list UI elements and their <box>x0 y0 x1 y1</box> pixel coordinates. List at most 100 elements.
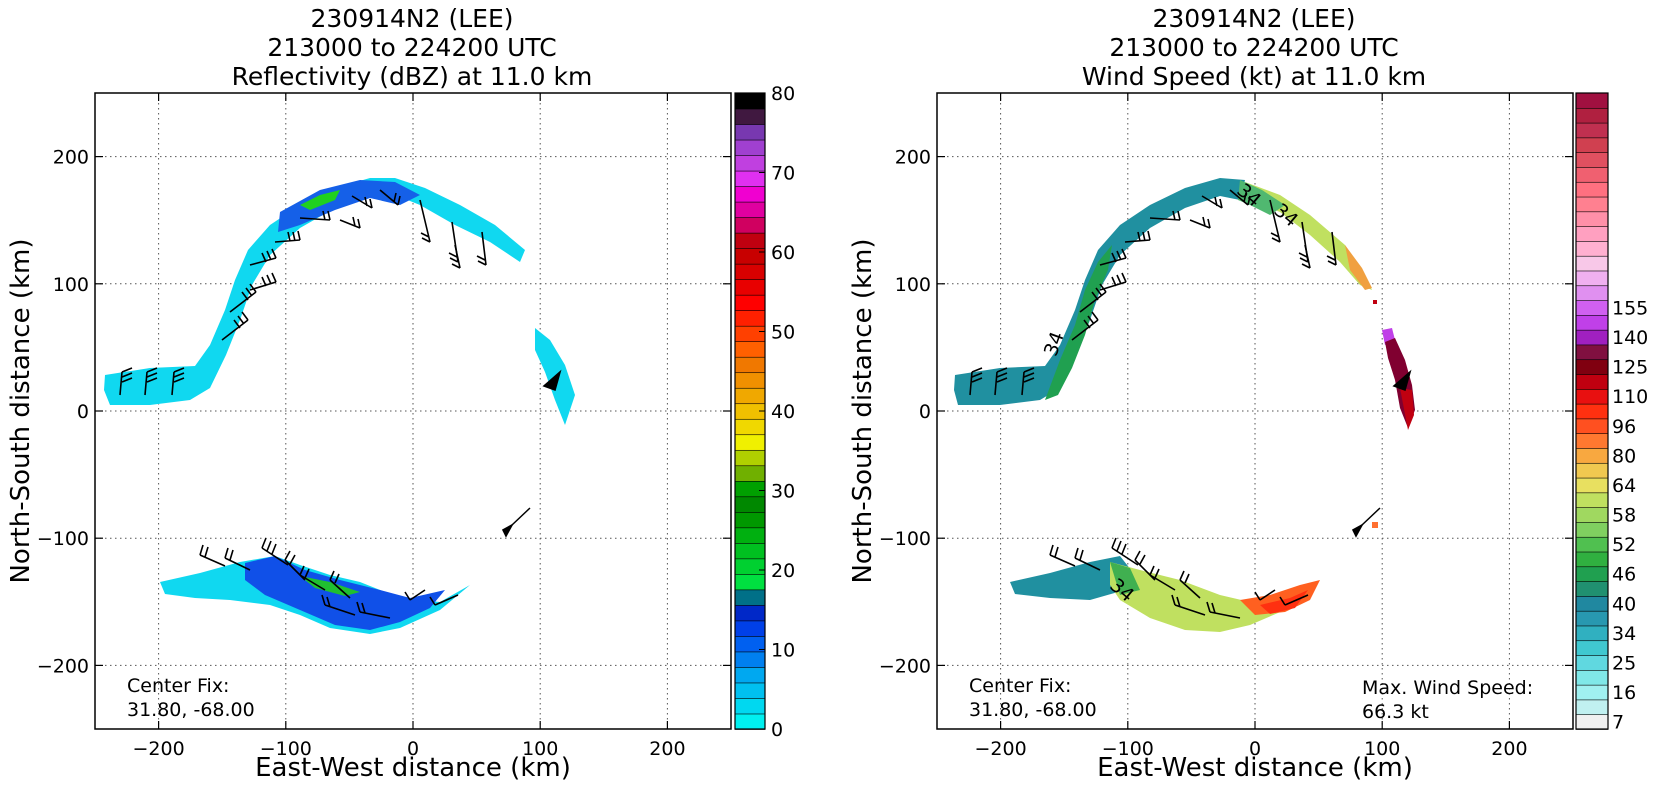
reflectivity-colorbar-swatch <box>734 464 766 482</box>
wind-speed-colorbar-tick-label: 64 <box>1612 475 1636 497</box>
wind-south-green <box>1110 562 1140 595</box>
wind-speed-colorbar-swatch <box>1575 196 1609 213</box>
wind-speed-wind-barbs <box>969 189 1412 619</box>
reflectivity-colorbar-tick-label: 10 <box>771 640 795 662</box>
reflectivity-colorbar-swatch <box>734 418 766 436</box>
wind-speed-ticks: −200 −100 0 100 200 −200 −100 0 100 200 <box>879 93 1573 760</box>
wind-east-red <box>1400 388 1414 430</box>
reflectivity-y-tick-label: −100 <box>37 528 89 550</box>
wind-speed-colorbar-swatch <box>1575 403 1609 420</box>
wind-speed-field <box>954 178 1415 632</box>
wind-speed-colorbar-swatch <box>1575 388 1609 405</box>
reflectivity-colorbar-swatch <box>734 356 766 374</box>
max-wind-speed-label: Max. Wind Speed: <box>1362 677 1533 699</box>
wind-speed-y-tick-label: 100 <box>895 274 931 296</box>
wind-speed-colorbar-swatch <box>1575 240 1609 257</box>
reflectivity-colorbar-swatch <box>734 263 766 280</box>
wind-speed-x-tick-label: 200 <box>1491 738 1527 760</box>
reflectivity-x-tick-label: 100 <box>522 738 558 760</box>
wind-speed-title-line-2: 213000 to 224200 UTC <box>1109 33 1398 62</box>
wind-speed-colorbar-swatch <box>1575 566 1609 582</box>
wind-speed-colorbar-swatch <box>1575 447 1609 464</box>
reflectivity-title-line-1: 230914N2 (LEE) <box>310 4 513 33</box>
reflectivity-colorbar-tick-label: 40 <box>771 401 795 423</box>
reflectivity-colorbar-tick-label: 20 <box>771 560 795 582</box>
reflectivity-colorbar-swatch <box>734 309 766 327</box>
wind-speed-x-tick-label: −200 <box>975 738 1027 760</box>
wind-speed-colorbar-swatch <box>1575 610 1609 627</box>
reflectivity-colorbar-swatch <box>734 139 766 156</box>
wind-speed-colorbar-swatch <box>1575 669 1609 686</box>
wind-speed-colorbar-tick-label: 110 <box>1612 386 1648 408</box>
wind-speed-colorbar-tick-label: 155 <box>1612 297 1648 319</box>
wind-speed-colorbar-swatch <box>1575 299 1609 316</box>
reflectivity-colorbar-tick-label: 80 <box>771 83 795 105</box>
reflectivity-colorbar-tick-label: 0 <box>771 719 783 741</box>
echo-green-patch <box>300 190 340 210</box>
wind-south-band <box>1010 556 1135 600</box>
reflectivity-colorbar-swatch <box>734 247 766 265</box>
reflectivity-colorbar-swatch <box>734 651 766 668</box>
reflectivity-y-axis-label: North-South distance (km) <box>6 238 36 583</box>
wind-speed-colorbar-swatch <box>1575 151 1609 168</box>
reflectivity-colorbar: 0 10 20 30 40 50 60 70 80 <box>734 83 795 741</box>
wind-speed-colorbar-tick-label: 140 <box>1612 327 1648 349</box>
wind-speed-y-axis-label: North-South distance (km) <box>848 238 878 583</box>
reflectivity-colorbar-swatch <box>734 589 766 606</box>
wind-speed-colorbar-swatch <box>1575 225 1609 242</box>
max-wind-speed-value: 66.3 kt <box>1362 701 1429 723</box>
reflectivity-colorbar-swatch <box>734 480 766 498</box>
wind-speed-colorbar-tick-label: 58 <box>1612 505 1636 527</box>
reflectivity-colorbar-swatch <box>734 92 766 110</box>
reflectivity-colorbar-swatch <box>734 154 766 172</box>
wind-speed-colorbar-swatch <box>1575 92 1609 109</box>
wind-speed-colorbar-swatch <box>1575 625 1609 642</box>
wind-speed-colorbar-swatch <box>1575 358 1609 375</box>
wind-speed-colorbar-swatch <box>1575 506 1609 523</box>
reflectivity-colorbar-swatch <box>734 340 766 358</box>
reflectivity-title-line-3: Reflectivity (dBZ) at 11.0 km <box>232 62 593 91</box>
echo-south-green <box>300 576 360 596</box>
wind-speed-title-line-1: 230914N2 (LEE) <box>1152 4 1355 33</box>
wind-speed-colorbar-swatch <box>1575 654 1609 671</box>
reflectivity-x-tick-label: −100 <box>260 738 312 760</box>
wind-north-mixed <box>1238 180 1285 215</box>
reflectivity-center-fix-label: Center Fix: <box>127 675 229 697</box>
wind-speed-colorbar-swatch <box>1575 713 1609 730</box>
wind-speed-colorbar-tick-label: 16 <box>1612 682 1636 704</box>
reflectivity-colorbar-swatch <box>734 449 766 467</box>
reflectivity-colorbar-tick-label: 60 <box>771 242 795 264</box>
reflectivity-y-tick-label: 0 <box>77 401 89 423</box>
wind-speed-colorbar-tick-label: 96 <box>1612 416 1636 438</box>
wind-speed-colorbar-swatch <box>1575 595 1609 612</box>
reflectivity-ticks: −200 −100 0 100 200 −200 −100 0 100 200 <box>37 93 731 760</box>
reflectivity-panel: 230914N2 (LEE) 213000 to 224200 UTC Refl… <box>6 4 795 783</box>
wind-speed-x-tick-label: 100 <box>1364 738 1400 760</box>
wind-speed-x-tick-label: −100 <box>1102 738 1154 760</box>
wind-speed-colorbar-tick-label: 7 <box>1612 712 1624 734</box>
wind-speed-colorbar-swatch <box>1575 521 1609 538</box>
wind-speed-colorbar-tick-label: 34 <box>1612 623 1636 645</box>
reflectivity-title-line-2: 213000 to 224200 UTC <box>267 33 556 62</box>
wind-speed-colorbar-swatch <box>1575 284 1609 301</box>
reflectivity-x-tick-label: 200 <box>649 738 685 760</box>
reflectivity-colorbar-tick-label: 50 <box>771 322 795 344</box>
reflectivity-colorbar-swatch <box>734 682 766 699</box>
reflectivity-colorbar-swatch <box>734 371 766 389</box>
reflectivity-x-tick-label: −200 <box>133 738 185 760</box>
echo-northwest-band <box>104 178 525 405</box>
reflectivity-echo-field <box>104 178 575 634</box>
reflectivity-colorbar-swatch <box>734 496 766 513</box>
reflectivity-x-tick-label: 0 <box>407 738 419 760</box>
reflectivity-colorbar-swatch <box>734 573 766 591</box>
wind-speed-y-tick-label: 200 <box>895 147 931 169</box>
wind-speed-colorbar-swatch <box>1575 536 1609 553</box>
reflectivity-colorbar-swatch <box>734 325 766 342</box>
reflectivity-colorbar-swatch <box>734 666 766 684</box>
wind-speed-center-fix-value: 31.80, -68.00 <box>969 699 1097 721</box>
reflectivity-colorbar-swatch <box>734 216 766 234</box>
wind-speed-x-tick-label: 0 <box>1249 738 1261 760</box>
wind-speed-colorbar-tick-label: 80 <box>1612 445 1636 467</box>
reflectivity-colorbar-swatch <box>734 697 766 715</box>
